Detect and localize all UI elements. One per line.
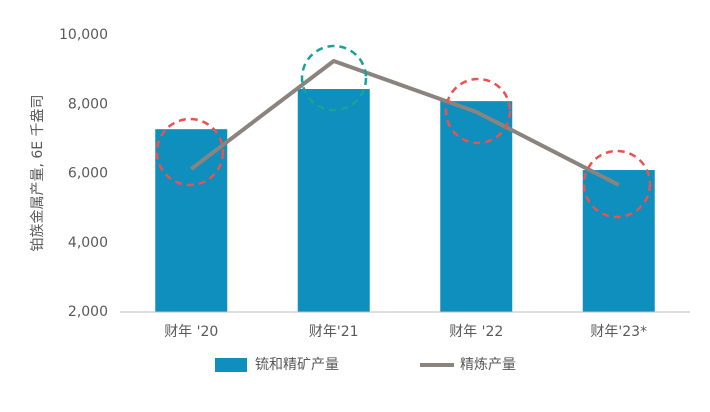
highlight-circle	[582, 149, 652, 219]
bar	[440, 101, 513, 312]
y-tick-label: 2,000	[68, 304, 108, 320]
x-tick-label: 财年'21	[309, 324, 359, 340]
highlight-circle	[155, 117, 225, 187]
highlight-circle	[300, 44, 368, 112]
bar	[582, 170, 655, 312]
highlight-circle	[444, 77, 512, 145]
x-tick-label: 财年'23*	[590, 324, 647, 340]
line	[190, 58, 620, 187]
x-tick-label: 财年 '20	[164, 324, 218, 340]
legend-label: 精炼产量	[460, 357, 516, 373]
y-tick-label: 10,000	[59, 27, 108, 43]
y-tick-label: 8,000	[68, 96, 108, 112]
annotations	[155, 44, 652, 219]
legend-label: 锍和精矿产量	[255, 357, 339, 373]
bar	[297, 89, 370, 312]
y-tick-label: 6,000	[68, 166, 108, 182]
y-axis-label: 铂族金属产量, 6E 千盎司	[30, 94, 46, 251]
x-tick-label: 财年 '22	[449, 324, 503, 340]
plot-area: 2,000 4,000 6,000 8,000 10,000 财年 '20 财年'21 财年 …	[59, 27, 690, 340]
legend-swatch	[215, 358, 247, 372]
bar	[155, 129, 228, 312]
y-tick-label: 4,000	[68, 235, 108, 251]
